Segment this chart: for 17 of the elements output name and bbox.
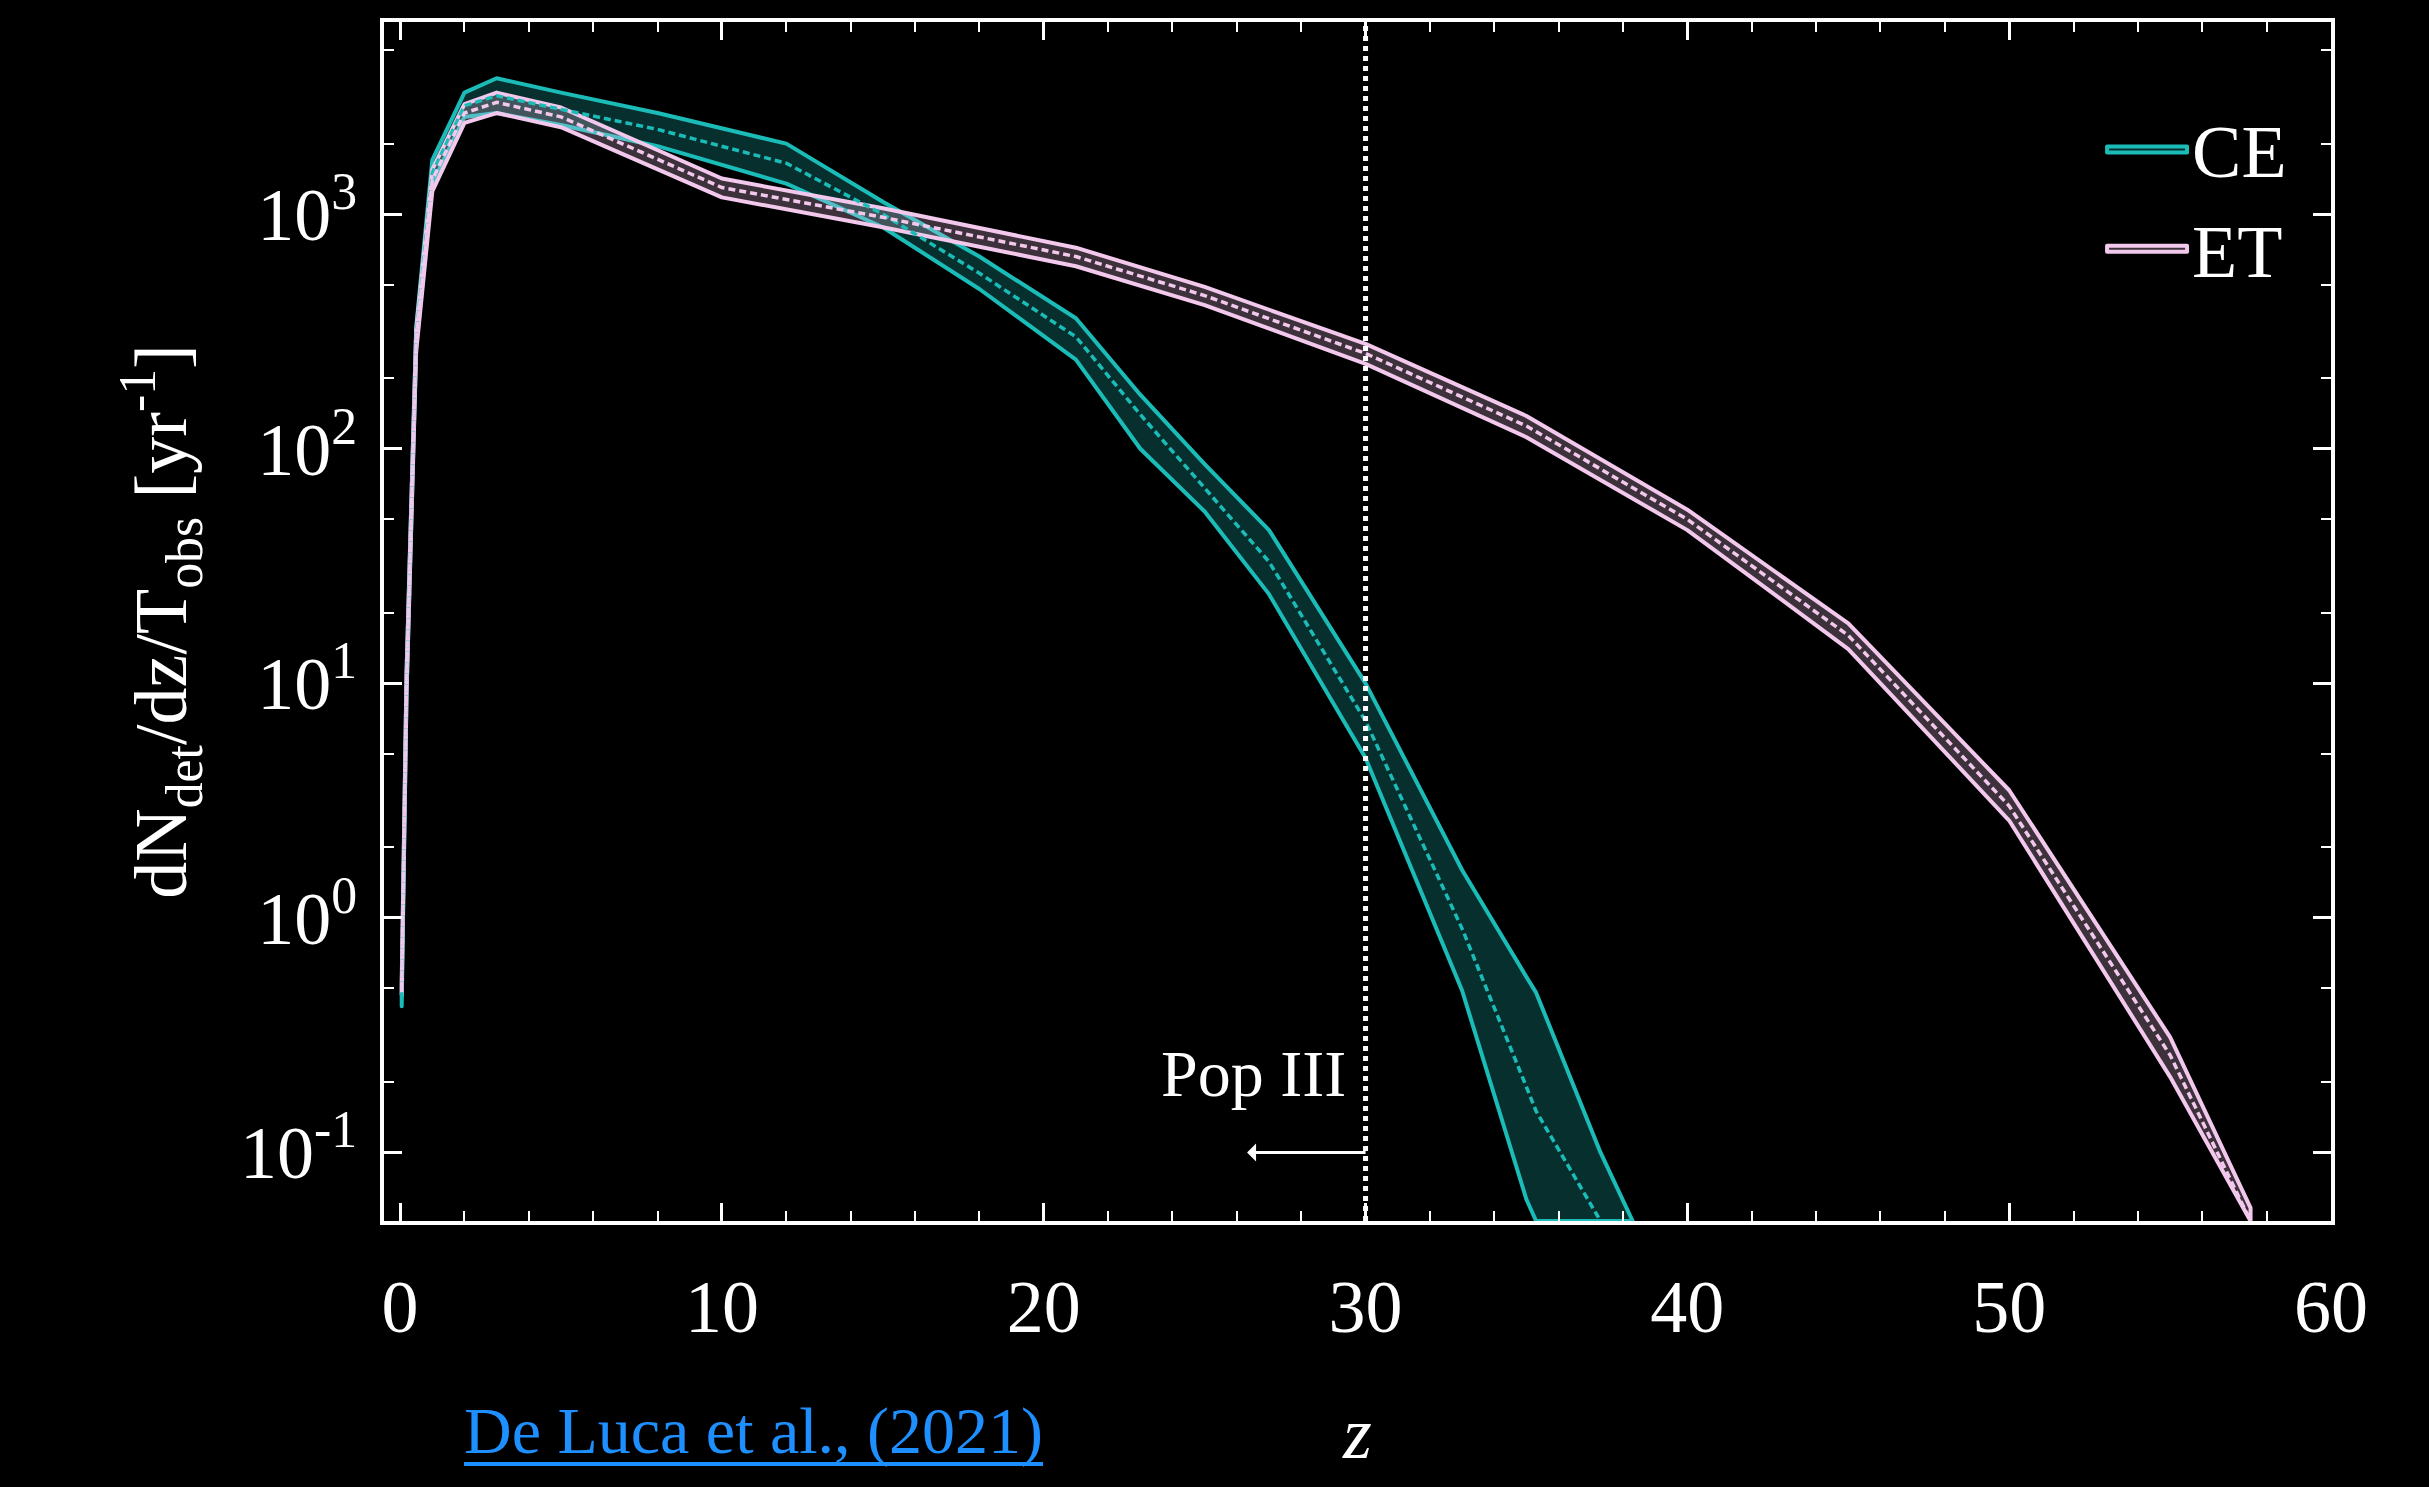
x-axis-title: z	[1342, 1391, 1372, 1474]
x-tick-label: 60	[2294, 1265, 2368, 1348]
y-tick-label: 10$^{0}$	[257, 866, 358, 960]
x-tick-label: 20	[1006, 1265, 1081, 1348]
x-tick-label: 40	[1650, 1265, 1725, 1348]
y-tick-label: 10$^{-1}$	[240, 1101, 358, 1195]
y-tick-label: 10$^{1}$	[257, 632, 358, 726]
legend-label: ET	[2192, 210, 2283, 293]
legend-label: CE	[2192, 111, 2287, 194]
text: De Luca et al., (2021)	[464, 1394, 1044, 1468]
x-tick-label: 50	[1972, 1265, 2047, 1348]
x-tick-label: 0	[381, 1265, 419, 1348]
y-tick-label: 10$^{3}$	[257, 163, 358, 257]
annotation: Pop III	[1161, 1037, 1347, 1110]
x-tick-label: 10	[684, 1265, 759, 1348]
y-tick-label: 10$^{2}$	[257, 397, 358, 491]
x-tick-label: 30	[1328, 1265, 1403, 1348]
